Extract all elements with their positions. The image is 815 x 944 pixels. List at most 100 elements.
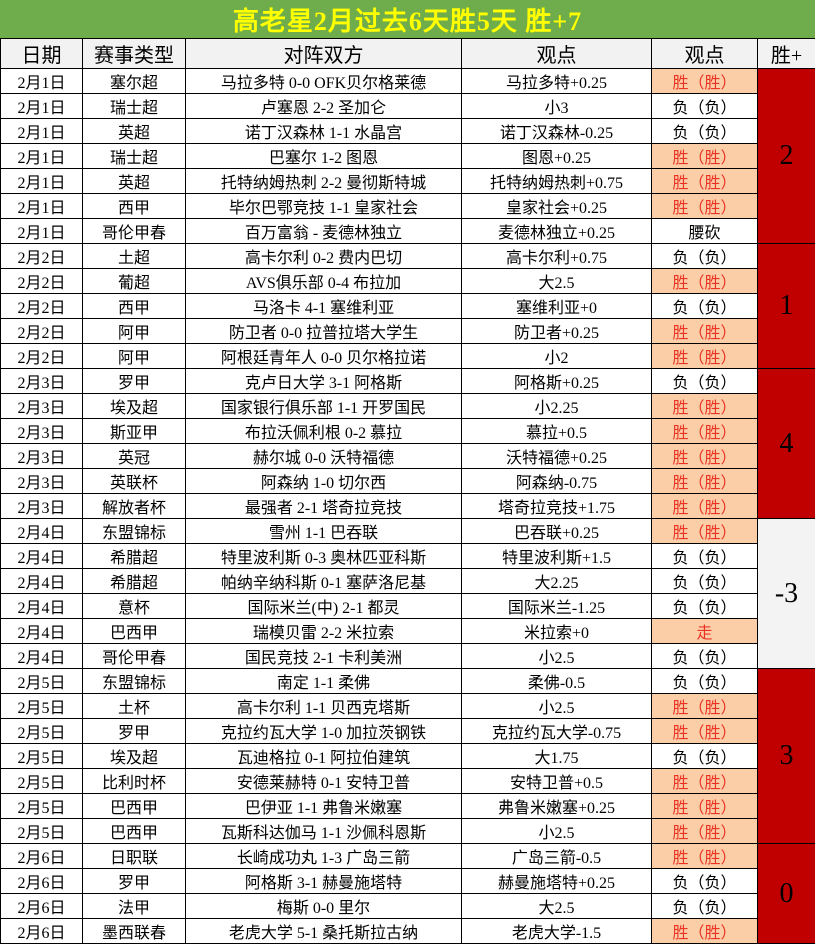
date-cell: 2月5日 [1,719,83,744]
column-header-view: 观点 [462,39,652,69]
result-cell: 胜（胜） [652,144,758,169]
view-cell: 阿森纳-0.75 [462,469,652,494]
match-cell: 瓦迪格拉 0-1 阿拉伯建筑 [186,744,462,769]
result-cell: 胜（胜） [652,194,758,219]
match-cell: AVS俱乐部 0-4 布拉加 [186,269,462,294]
result-cell: 胜（胜） [652,444,758,469]
column-header-league: 赛事类型 [83,39,186,69]
league-cell: 土超 [83,244,186,269]
league-cell: 解放者杯 [83,494,186,519]
match-cell: 最强者 2-1 塔奇拉竞技 [186,494,462,519]
view-cell: 特里波利斯+1.5 [462,544,652,569]
match-cell: 克拉约瓦大学 1-0 加拉茨钢铁 [186,719,462,744]
match-cell: 防卫者 0-0 拉普拉塔大学生 [186,319,462,344]
result-cell: 负（负） [652,244,758,269]
result-cell: 胜（胜） [652,919,758,944]
view-cell: 大2.5 [462,894,652,919]
view-cell: 安特卫普+0.5 [462,769,652,794]
match-cell: 国际米兰(中) 2-1 都灵 [186,594,462,619]
date-cell: 2月1日 [1,119,83,144]
league-cell: 西甲 [83,194,186,219]
league-cell: 东盟锦标 [83,669,186,694]
match-cell: 高卡尔利 1-1 贝西克塔斯 [186,694,462,719]
column-header-date: 日期 [1,39,83,69]
match-cell: 巴伊亚 1-1 弗鲁米嫩塞 [186,794,462,819]
league-cell: 日职联 [83,844,186,869]
view-cell: 防卫者+0.25 [462,319,652,344]
date-cell: 2月4日 [1,569,83,594]
league-cell: 比利时杯 [83,769,186,794]
match-cell: 南定 1-1 柔佛 [186,669,462,694]
date-cell: 2月1日 [1,219,83,244]
date-cell: 2月1日 [1,144,83,169]
result-cell: 负（负） [652,569,758,594]
league-cell: 巴西甲 [83,619,186,644]
view-cell: 阿格斯+0.25 [462,369,652,394]
header-row: 日期 赛事类型 对阵双方 观点 观点 胜+ [1,39,815,69]
match-cell: 帕纳辛纳科斯 0-1 塞萨洛尼基 [186,569,462,594]
win-plus-cell: -3 [758,519,815,669]
result-cell: 负（负） [652,644,758,669]
match-cell: 百万富翁 - 麦德林独立 [186,219,462,244]
match-cell: 赫尔城 0-0 沃特福德 [186,444,462,469]
league-cell: 哥伦甲春 [83,219,186,244]
view-cell: 高卡尔利+0.75 [462,244,652,269]
match-cell: 雪州 1-1 巴吞联 [186,519,462,544]
league-cell: 阿甲 [83,344,186,369]
date-cell: 2月2日 [1,319,83,344]
date-cell: 2月3日 [1,419,83,444]
date-cell: 2月5日 [1,794,83,819]
view-cell: 诺丁汉森林-0.25 [462,119,652,144]
result-cell: 负（负） [652,294,758,319]
date-cell: 2月4日 [1,644,83,669]
result-cell: 负（负） [652,119,758,144]
result-cell: 胜（胜） [652,394,758,419]
league-cell: 葡超 [83,269,186,294]
match-cell: 瓦斯科达伽马 1-1 沙佩科恩斯 [186,819,462,844]
view-cell: 老虎大学-1.5 [462,919,652,944]
date-cell: 2月4日 [1,544,83,569]
column-header-result: 观点 [652,39,758,69]
match-cell: 克卢日大学 3-1 阿格斯 [186,369,462,394]
win-plus-cell: 3 [758,669,815,844]
date-cell: 2月5日 [1,744,83,769]
view-cell: 小3 [462,94,652,119]
league-cell: 英超 [83,169,186,194]
date-cell: 2月2日 [1,294,83,319]
match-cell: 阿格斯 3-1 赫曼施塔特 [186,869,462,894]
league-cell: 意杯 [83,594,186,619]
column-header-match: 对阵双方 [186,39,462,69]
league-cell: 英联杯 [83,469,186,494]
view-cell: 广岛三箭-0.5 [462,844,652,869]
date-cell: 2月3日 [1,494,83,519]
result-cell: 走 [652,619,758,644]
league-cell: 罗甲 [83,869,186,894]
date-cell: 2月6日 [1,844,83,869]
result-cell: 负（负） [652,669,758,694]
win-plus-cell: 1 [758,244,815,369]
match-cell: 毕尔巴鄂竞技 1-1 皇家社会 [186,194,462,219]
result-cell: 胜（胜） [652,794,758,819]
match-cell: 阿根廷青年人 0-0 贝尔格拉诺 [186,344,462,369]
result-cell: 负（负） [652,94,758,119]
